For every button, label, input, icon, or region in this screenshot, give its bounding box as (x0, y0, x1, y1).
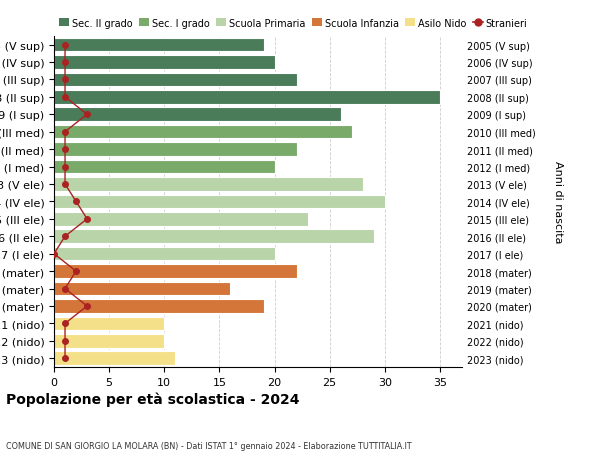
Bar (54, 178, 363, 191)
Bar (54, 230, 374, 244)
Bar (54, 300, 263, 313)
Text: COMUNE DI SAN GIORGIO LA MOLARA (BN) - Dati ISTAT 1° gennaio 2024 - Elaborazione: COMUNE DI SAN GIORGIO LA MOLARA (BN) - D… (6, 441, 412, 450)
Bar (54, 265, 296, 278)
Bar (54, 334, 164, 348)
Bar (54, 352, 175, 365)
Bar (54, 126, 352, 139)
Bar (54, 282, 230, 296)
Bar (54, 213, 308, 226)
Bar (54, 195, 385, 209)
Bar (54, 73, 296, 87)
Y-axis label: Anni di nascita: Anni di nascita (553, 161, 563, 243)
Bar (54, 247, 275, 261)
Bar (54, 317, 164, 330)
Bar (54, 143, 296, 157)
Bar (54, 39, 263, 52)
Legend: Sec. II grado, Sec. I grado, Scuola Primaria, Scuola Infanzia, Asilo Nido, Stran: Sec. II grado, Sec. I grado, Scuola Prim… (59, 18, 527, 28)
Bar (54, 160, 275, 174)
Bar (54, 108, 341, 122)
Bar (54, 56, 275, 70)
Bar (54, 91, 440, 104)
Text: Popolazione per età scolastica - 2024: Popolazione per età scolastica - 2024 (6, 392, 299, 406)
